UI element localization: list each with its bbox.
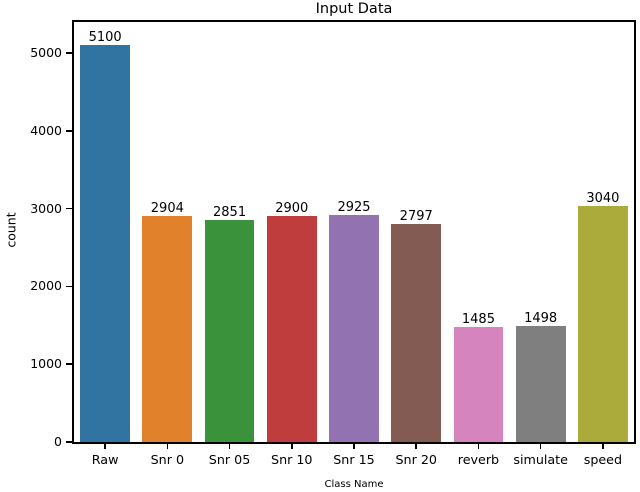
- x-tick-label-simulate: simulate: [513, 452, 568, 467]
- x-tick-label-speed: speed: [583, 452, 623, 467]
- y-tick-mark: [66, 363, 72, 366]
- x-tick-label-snr-0: Snr 0: [150, 452, 185, 467]
- x-tick-label-snr-10: Snr 10: [271, 452, 313, 467]
- chart-title: Input Data: [315, 1, 393, 17]
- x-tick-mark: [353, 444, 355, 449]
- y-tick-mark: [66, 441, 72, 443]
- bar-snr-15: [329, 214, 379, 442]
- x-tick-mark: [166, 444, 169, 449]
- y-axis-label: count: [3, 212, 19, 248]
- x-tick-label-snr-20: Snr 20: [395, 452, 437, 467]
- bar-value-snr-0: 2904: [150, 201, 184, 217]
- x-tick-label-reverb: reverb: [457, 452, 500, 467]
- plot-area: 5100 2904 2851 2900 2925 2797 1485 1498 3040: [72, 20, 636, 444]
- y-tick-mark: [66, 52, 72, 54]
- x-tick-label-snr-05: Snr 05: [208, 452, 251, 467]
- bar-simulate: [515, 325, 566, 442]
- x-tick-mark: [290, 444, 293, 449]
- x-tick-mark: [477, 444, 480, 449]
- x-tick-mark: [228, 444, 231, 449]
- x-tick-label-snr-15: Snr 15: [333, 452, 375, 467]
- bar-snr-10: [266, 216, 317, 442]
- y-tick-label-1000: 1000: [30, 356, 62, 372]
- bar-value-snr-05: 2851: [213, 205, 247, 221]
- y-tick-label-4000: 4000: [30, 122, 62, 138]
- y-tick-mark: [66, 285, 72, 288]
- bar-value-simulate: 1498: [524, 310, 558, 326]
- y-tick-label-3000: 3000: [30, 200, 62, 216]
- bar-reverb: [453, 326, 504, 442]
- bar-snr-20: [391, 224, 442, 442]
- x-tick-mark: [539, 444, 542, 449]
- y-tick-mark: [66, 130, 72, 132]
- bar-snr-0: [142, 216, 193, 442]
- x-tick-mark: [602, 444, 604, 449]
- bar-snr-05: [204, 220, 255, 442]
- bar-value-speed: 3040: [586, 190, 620, 206]
- bar-value-snr-10: 2900: [275, 201, 309, 217]
- bar-value-snr-20: 2797: [399, 209, 433, 225]
- y-tick-mark: [66, 207, 72, 210]
- y-tick-label-0: 0: [54, 434, 62, 449]
- bar-raw: [80, 45, 130, 442]
- bar-value-raw: 5100: [88, 30, 122, 46]
- x-tick-label-raw: Raw: [91, 452, 119, 467]
- bar-value-snr-15: 2925: [337, 199, 371, 215]
- y-tick-label-5000: 5000: [30, 45, 62, 61]
- bar-speed: [578, 205, 628, 442]
- x-tick-mark: [415, 444, 418, 449]
- x-axis-label: Class Name: [324, 479, 384, 490]
- x-tick-mark: [104, 444, 106, 449]
- y-tick-label-2000: 2000: [30, 278, 62, 294]
- bar-value-reverb: 1485: [461, 311, 495, 327]
